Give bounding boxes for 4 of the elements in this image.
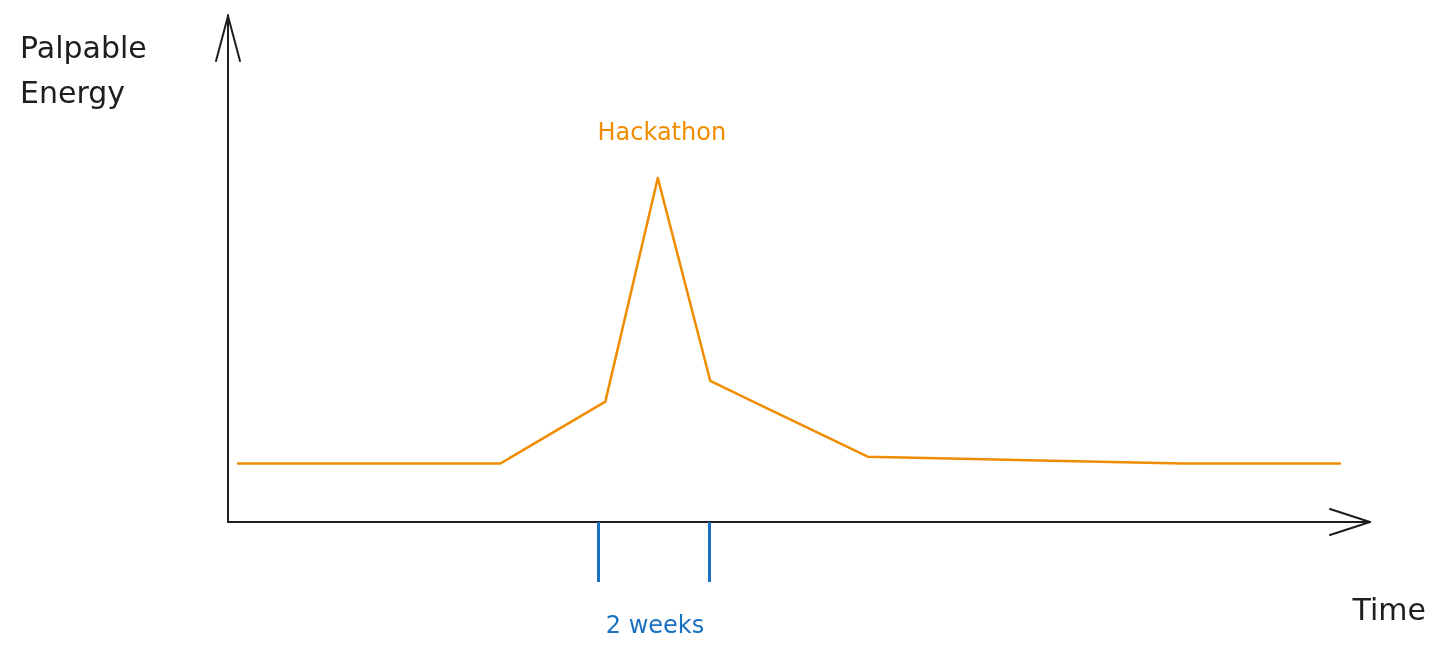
- annotation: Hackathon: [597, 117, 727, 146]
- x-axis-title: Time: [1351, 592, 1426, 627]
- y-axis-title: Palpable Energy: [20, 30, 147, 110]
- text: 2 weeks: [605, 611, 705, 639]
